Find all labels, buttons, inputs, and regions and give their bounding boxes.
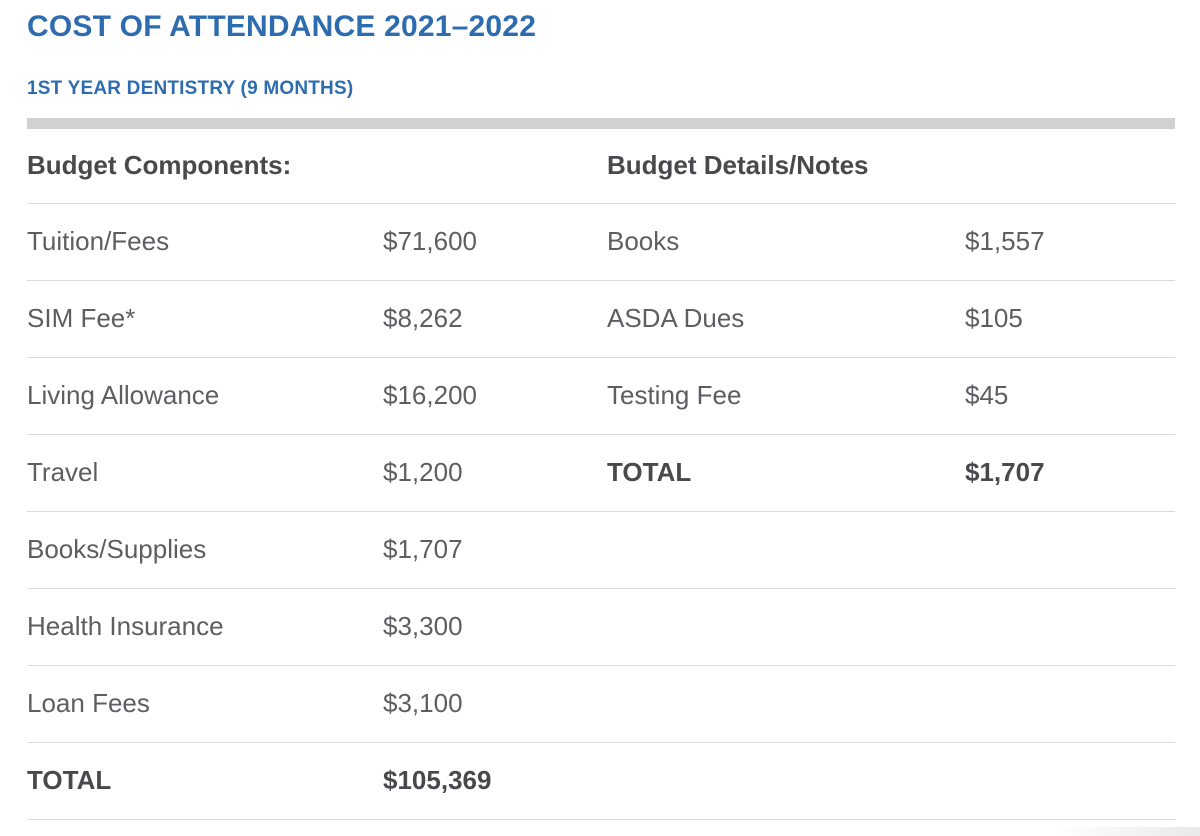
budget-detail-label: [607, 665, 965, 743]
table-row: Living Allowance $16,200 Testing Fee $45: [27, 357, 1175, 435]
budget-component-label: Health Insurance: [27, 588, 383, 666]
table-header-row: Budget Components: Budget Details/Notes: [27, 129, 1175, 204]
table-row: Loan Fees $3,100: [27, 665, 1175, 743]
budget-detail-label: [607, 511, 965, 589]
budget-component-label: SIM Fee*: [27, 280, 383, 358]
page-title: COST OF ATTENDANCE 2021–2022: [27, 10, 537, 43]
budget-detail-label: ASDA Dues: [607, 280, 965, 358]
budget-detail-value: $45: [965, 357, 1175, 435]
column-header-budget-details: Budget Details/Notes: [607, 129, 1175, 204]
budget-detail-total-label: TOTAL: [607, 434, 965, 512]
page-subtitle: 1ST YEAR DENTISTRY (9 MONTHS): [27, 78, 354, 99]
budget-component-value: $16,200: [383, 357, 607, 435]
table-row: Health Insurance $3,300: [27, 588, 1175, 666]
budget-component-label: Loan Fees: [27, 665, 383, 743]
budget-component-label: Travel: [27, 434, 383, 512]
budget-component-label: Living Allowance: [27, 357, 383, 435]
table-row: Travel $1,200 TOTAL $1,707: [27, 434, 1175, 512]
budget-detail-value: [965, 511, 1175, 589]
budget-detail-label: Books: [607, 203, 965, 281]
budget-component-total-value: $105,369: [383, 742, 607, 820]
budget-component-total-label: TOTAL: [27, 742, 383, 820]
table-row: Tuition/Fees $71,600 Books $1,557: [27, 203, 1175, 281]
budget-component-value: $1,200: [383, 434, 607, 512]
table-row: Books/Supplies $1,707: [27, 511, 1175, 589]
budget-detail-total-value: $1,707: [965, 434, 1175, 512]
cost-of-attendance-table: Budget Components: Budget Details/Notes …: [27, 129, 1175, 820]
table-row: TOTAL $105,369: [27, 742, 1175, 820]
budget-component-value: $71,600: [383, 203, 607, 281]
section-divider-bar: [27, 118, 1175, 129]
budget-detail-value: [965, 742, 1175, 820]
budget-detail-label: Testing Fee: [607, 357, 965, 435]
horizontal-scrollbar[interactable]: [1055, 827, 1200, 836]
budget-component-value: $3,300: [383, 588, 607, 666]
budget-component-value: $1,707: [383, 511, 607, 589]
budget-detail-value: [965, 588, 1175, 666]
budget-detail-value: $1,557: [965, 203, 1175, 281]
budget-component-value: $3,100: [383, 665, 607, 743]
budget-detail-label: [607, 588, 965, 666]
budget-detail-value: $105: [965, 280, 1175, 358]
column-header-budget-components: Budget Components:: [27, 129, 607, 204]
budget-detail-value: [965, 665, 1175, 743]
budget-component-value: $8,262: [383, 280, 607, 358]
budget-component-label: Tuition/Fees: [27, 203, 383, 281]
content-area: COST OF ATTENDANCE 2021–2022 1ST YEAR DE…: [0, 8, 1200, 820]
budget-component-label: Books/Supplies: [27, 511, 383, 589]
table-row: SIM Fee* $8,262 ASDA Dues $105: [27, 280, 1175, 358]
budget-detail-label: [607, 742, 965, 820]
